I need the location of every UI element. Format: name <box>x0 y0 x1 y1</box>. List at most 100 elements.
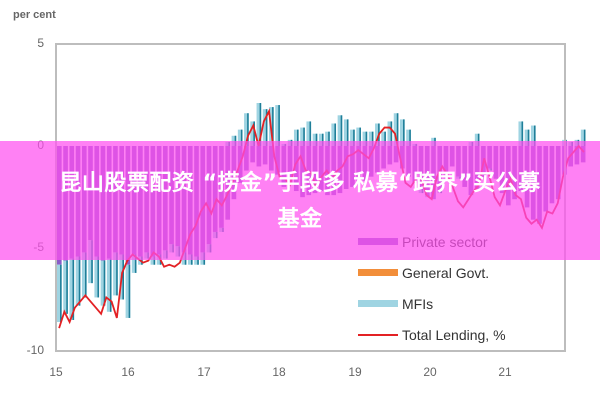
bar-edge <box>353 129 355 146</box>
bar-segment <box>63 260 68 314</box>
bar-segment <box>518 121 524 146</box>
bar-segment <box>337 115 343 146</box>
y-tick-minus10: -10 <box>26 343 44 357</box>
y-axis-unit-label: per cent <box>13 9 56 21</box>
headline-line-1: 昆山股票配资 “捞金”手段多 私募“跨界”买公募 <box>59 171 541 196</box>
bar-edge <box>109 258 112 312</box>
headline-overlay-text[interactable]: 昆山股票配资 “捞金”手段多 私募“跨界”买公募 基金 <box>0 166 600 238</box>
bar-edge <box>384 131 386 146</box>
bar-segment <box>356 127 361 146</box>
bar-edge <box>103 260 106 306</box>
bar-segment <box>113 252 118 296</box>
bar-edge <box>321 133 324 146</box>
bar-segment <box>530 125 536 146</box>
bar-segment <box>275 105 280 146</box>
bar-edge <box>409 129 411 146</box>
legend-item-mfis: MFIs <box>358 288 506 319</box>
bar-segment <box>331 123 337 146</box>
x-tick-15: 15 <box>49 365 63 379</box>
bar-edge <box>66 260 68 314</box>
bar-segment <box>393 113 399 146</box>
legend-item-total-lending: Total Lending, % <box>358 319 506 350</box>
bar-segment <box>368 131 374 146</box>
bar-segment <box>293 129 299 146</box>
bar-edge <box>134 254 137 273</box>
bar-segment <box>237 129 243 146</box>
bar-segment <box>406 129 411 146</box>
bar-edge <box>396 113 399 146</box>
bar-edge <box>116 252 118 296</box>
mfis-swatch-icon <box>358 300 398 307</box>
bar-edge <box>521 121 524 146</box>
bar-segment <box>244 113 249 146</box>
bar-edge <box>583 129 586 146</box>
bar-segment <box>69 258 75 320</box>
bar-edge <box>403 119 405 146</box>
x-tick-16: 16 <box>121 365 135 379</box>
bar-edge <box>365 131 368 146</box>
bar-edge <box>303 127 305 146</box>
headline-overlay-banner <box>0 141 600 260</box>
bar-edge <box>128 264 131 318</box>
bar-segment <box>150 256 156 265</box>
bar-segment <box>524 129 530 146</box>
bar-segment <box>387 121 393 146</box>
bar-edge <box>371 131 374 146</box>
bar-segment <box>250 121 255 146</box>
bar-segment <box>131 254 137 273</box>
bar-edge <box>253 121 255 146</box>
bar-edge <box>72 258 75 320</box>
bar-segment <box>306 121 312 146</box>
bar-segment <box>375 123 380 146</box>
bar-segment <box>81 252 87 298</box>
bar-segment <box>100 260 106 306</box>
bar-segment <box>350 129 355 146</box>
bar-edge <box>122 254 124 300</box>
bar-edge <box>259 103 262 146</box>
bar-edge <box>477 133 480 146</box>
bar-edge <box>78 256 81 306</box>
bar-segment <box>399 119 405 146</box>
bar-segment <box>256 103 262 146</box>
bar-edge <box>315 133 318 146</box>
bar-edge <box>527 129 530 146</box>
x-tick-19: 19 <box>348 365 362 379</box>
bar-segment <box>580 129 586 146</box>
bar-segment <box>106 258 112 312</box>
bar-edge <box>240 129 243 146</box>
bar-segment <box>125 264 131 318</box>
bar-edge <box>278 105 280 146</box>
bar-edge <box>533 125 536 146</box>
bar-segment <box>381 131 386 146</box>
bar-edge <box>334 123 337 146</box>
bar-segment <box>474 133 480 146</box>
bar-edge <box>234 135 237 146</box>
bar-edge <box>153 256 156 265</box>
bar-edge <box>197 256 199 265</box>
x-tick-21: 21 <box>498 365 512 379</box>
x-tick-20: 20 <box>423 365 437 379</box>
y-tick-5: 5 <box>37 36 44 50</box>
bar-segment <box>231 135 237 146</box>
bar-edge <box>297 129 299 146</box>
x-tick-18: 18 <box>272 365 286 379</box>
bar-edge <box>272 107 274 146</box>
legend-label: MFIs <box>402 295 434 312</box>
bar-edge <box>346 119 349 146</box>
bar-edge <box>60 264 62 323</box>
bar-segment <box>325 131 330 146</box>
bar-edge <box>309 121 312 146</box>
bar-segment <box>262 109 268 146</box>
legend-label: General Govt. <box>402 264 490 281</box>
bar-segment <box>57 264 62 323</box>
legend-item-general-govt: General Govt. <box>358 257 506 288</box>
x-tick-17: 17 <box>197 365 211 379</box>
bar-segment <box>88 240 93 284</box>
general-govt-swatch-icon <box>358 269 398 276</box>
bar-edge <box>84 252 87 298</box>
headline-line-2: 基金 <box>277 207 323 232</box>
bar-edge <box>265 109 268 146</box>
bar-edge <box>328 131 330 146</box>
bar-edge <box>359 127 361 146</box>
bar-segment <box>362 131 368 146</box>
